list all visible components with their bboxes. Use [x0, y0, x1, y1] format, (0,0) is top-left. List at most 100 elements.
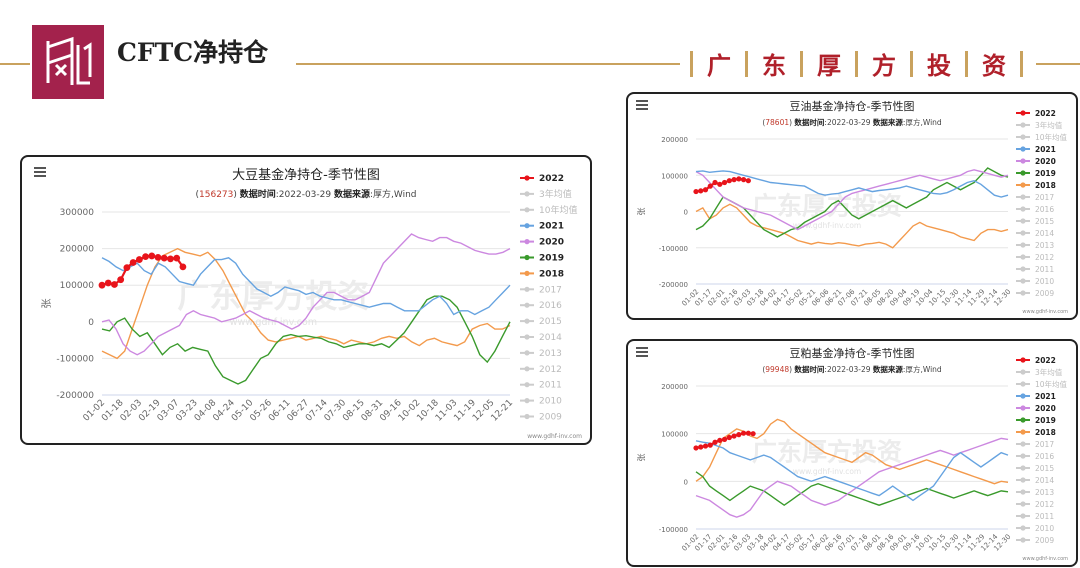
- chart-subtitle: (156273) 数据时间:2022-03-29 数据来源:厚方,Wind: [196, 188, 417, 200]
- legend-item[interactable]: 3年均值: [520, 188, 572, 200]
- legend-item[interactable]: 2016: [1016, 452, 1054, 461]
- series-point-2022: [179, 263, 187, 271]
- company-char: 投: [927, 52, 951, 80]
- series-point-2022: [712, 439, 718, 445]
- legend-label: 2010: [539, 397, 562, 407]
- legend-item[interactable]: 2021: [520, 222, 564, 232]
- legend-item[interactable]: 2010: [1016, 277, 1054, 286]
- legend-item[interactable]: 2014: [1016, 476, 1054, 485]
- legend-label: 2010: [1035, 524, 1054, 533]
- hamburger-menu-icon[interactable]: [34, 167, 46, 177]
- legend-label: 2014: [539, 333, 562, 343]
- legend-item[interactable]: 2020: [1016, 404, 1056, 413]
- chart-credit: www.gdhf-inv.com: [527, 433, 582, 440]
- series-line-2018: [101, 247, 511, 360]
- series-point-2022: [712, 179, 718, 186]
- legend-item[interactable]: 2019: [520, 254, 564, 264]
- legend-item[interactable]: 2009: [1016, 289, 1054, 298]
- legend-item[interactable]: 2012: [1016, 500, 1054, 509]
- legend-label: 2009: [1035, 536, 1054, 545]
- legend-item[interactable]: 2013: [1016, 488, 1054, 497]
- legend-item[interactable]: 2016: [520, 301, 562, 311]
- legend-item[interactable]: 10年均值: [1016, 132, 1068, 142]
- legend-label: 2013: [1035, 241, 1054, 250]
- legend-label: 2019: [1035, 416, 1056, 425]
- legend-label: 2018: [1035, 428, 1056, 437]
- legend-label: 2012: [1035, 253, 1054, 262]
- legend-item[interactable]: 2018: [1016, 181, 1056, 190]
- series-point-2022: [154, 253, 162, 261]
- legend-label: 3年均值: [1035, 120, 1063, 130]
- legend-item[interactable]: 2013: [520, 349, 562, 359]
- legend-item[interactable]: 2015: [520, 317, 562, 327]
- legend-item[interactable]: 2015: [1016, 217, 1054, 226]
- legend-item[interactable]: 2018: [520, 269, 564, 279]
- hamburger-menu-icon[interactable]: [636, 347, 648, 357]
- legend-item[interactable]: 2020: [1016, 157, 1056, 166]
- legend-item[interactable]: 2012: [1016, 253, 1054, 262]
- series-point-2022: [702, 443, 709, 449]
- legend-item[interactable]: 10年均值: [1016, 379, 1068, 389]
- legend-item[interactable]: 2022: [1016, 109, 1056, 118]
- legend-item[interactable]: 2013: [1016, 241, 1054, 250]
- series-point-2022: [745, 430, 751, 436]
- series-point-2022: [148, 252, 156, 260]
- legend-label: 2015: [1035, 464, 1054, 473]
- legend-item[interactable]: 2022: [520, 174, 564, 184]
- legend-item[interactable]: 2022: [1016, 356, 1056, 365]
- legend-item[interactable]: 10年均值: [520, 204, 577, 216]
- legend-item[interactable]: 2014: [520, 333, 562, 343]
- legend-item[interactable]: 2011: [520, 381, 562, 391]
- legend-label: 2017: [1035, 193, 1054, 202]
- company-char: 广: [707, 52, 731, 80]
- legend-item[interactable]: 2014: [1016, 229, 1054, 238]
- legend-item[interactable]: 2010: [520, 397, 562, 407]
- legend-item[interactable]: 2009: [1016, 536, 1054, 545]
- legend-item[interactable]: 2017: [1016, 193, 1054, 202]
- legend-label: 2018: [539, 269, 564, 279]
- legend-label: 2022: [1035, 109, 1056, 118]
- legend-item[interactable]: 2019: [1016, 169, 1056, 178]
- hamburger-menu-icon[interactable]: [636, 100, 648, 110]
- y-tick-label: -200000: [56, 391, 94, 401]
- legend-item[interactable]: 2017: [1016, 440, 1054, 449]
- company-char: 厚: [817, 52, 841, 80]
- legend-label: 2009: [1035, 289, 1054, 298]
- legend-item[interactable]: 2018: [1016, 428, 1056, 437]
- legend-label: 2015: [539, 317, 562, 327]
- legend-label: 3年均值: [539, 188, 572, 200]
- legend-item[interactable]: 2009: [520, 413, 562, 423]
- subtitle-source: :厚方,Wind: [903, 364, 942, 374]
- series-point-2022: [173, 254, 181, 262]
- legend-item[interactable]: 3年均值: [1016, 367, 1063, 377]
- legend-label: 2018: [1035, 181, 1056, 190]
- y-axis-label: 张: [41, 299, 53, 309]
- chart-title: 大豆基金净持仓-季节性图: [232, 167, 380, 183]
- legend-item[interactable]: 2011: [1016, 265, 1054, 274]
- legend-item[interactable]: 2017: [520, 285, 562, 295]
- legend-label: 2013: [1035, 488, 1054, 497]
- legend-label: 2021: [539, 222, 564, 232]
- legend-item[interactable]: 2020: [520, 238, 564, 248]
- legend-item[interactable]: 2021: [1016, 392, 1056, 401]
- legend-item[interactable]: 2019: [1016, 416, 1056, 425]
- legend-item[interactable]: 2021: [1016, 145, 1056, 154]
- series-point-2022: [104, 279, 112, 287]
- y-tick-label: 100000: [60, 281, 95, 291]
- legend-item[interactable]: 2012: [520, 365, 562, 375]
- series-point-2022: [717, 181, 723, 187]
- legend-label: 2021: [1035, 392, 1056, 401]
- y-tick-label: 100000: [661, 172, 688, 180]
- series-point-2022: [721, 436, 728, 442]
- series-point-2022: [135, 256, 143, 263]
- legend-item[interactable]: 2011: [1016, 512, 1054, 521]
- legend-item[interactable]: 2015: [1016, 464, 1054, 473]
- subtitle-source-label: 数据来源: [873, 117, 903, 127]
- legend-item[interactable]: 2010: [1016, 524, 1054, 533]
- series-line-2020: [695, 437, 1009, 518]
- legend-item[interactable]: 2016: [1016, 205, 1054, 214]
- series-point-2022: [698, 188, 704, 194]
- legend-item[interactable]: 3年均值: [1016, 120, 1063, 130]
- subtitle-time: :2022-03-29: [824, 118, 873, 127]
- soymeal-chart-card: 豆粕基金净持仓-季节性图 (99948) 数据时间:2022-03-29 数据来源…: [626, 339, 1078, 567]
